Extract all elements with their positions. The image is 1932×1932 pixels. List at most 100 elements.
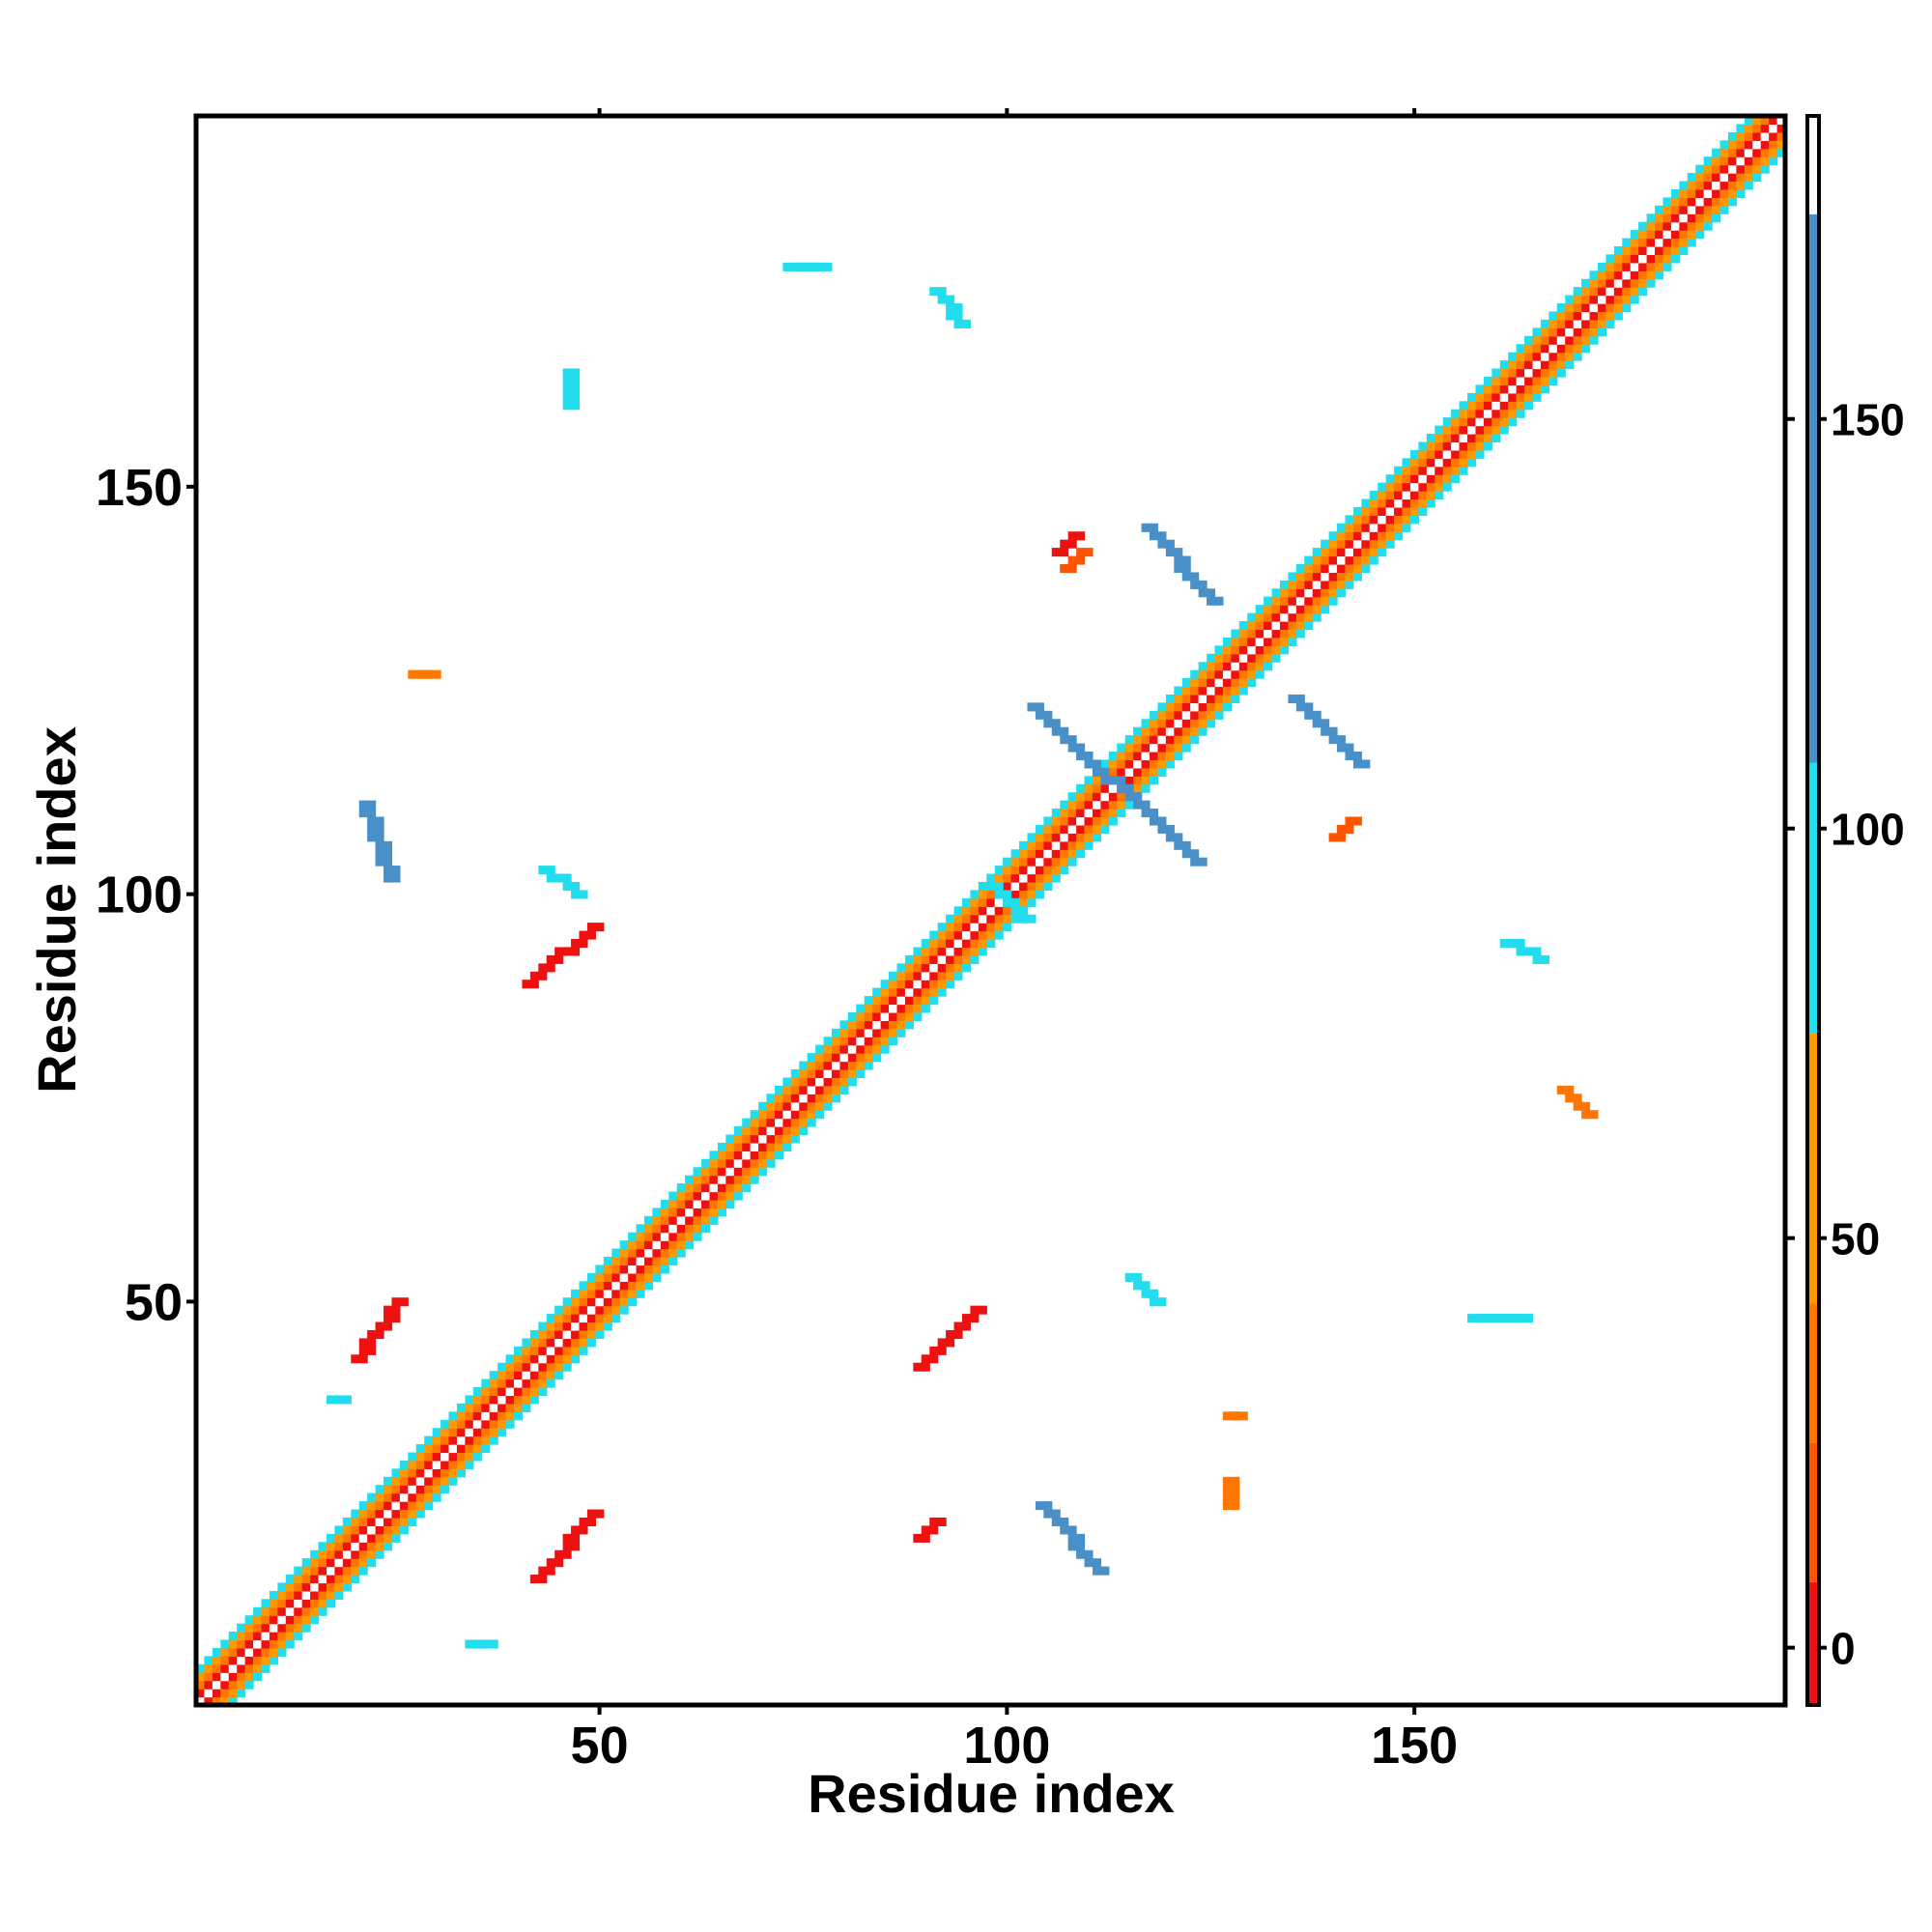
heatmap-cell [351,1533,360,1543]
heatmap-cell [269,1606,278,1616]
heatmap-cell [1084,752,1094,761]
heatmap-cell [358,1549,368,1559]
heatmap-cell [546,1378,555,1388]
heatmap-cell [384,873,393,883]
heatmap-cell [1133,743,1143,753]
heatmap-cell [1712,173,1721,183]
heatmap-cell [1467,392,1477,402]
heatmap-cell [1499,425,1509,435]
heatmap-cell [717,1183,726,1193]
heatmap-cell [904,963,914,973]
heatmap-cell [1508,409,1518,418]
heatmap-cell [1222,702,1232,712]
heatmap-cell [1516,1314,1525,1323]
heatmap-cell [1288,596,1297,606]
heatmap-cell [1288,629,1297,639]
heatmap-cell [750,1158,759,1168]
heatmap-cell [1150,743,1159,753]
heatmap-cell [1019,857,1029,867]
heatmap-cell [1605,303,1615,313]
heatmap-cell [1435,474,1444,484]
heatmap-cell [1442,441,1452,451]
heatmap-cell [1133,800,1143,810]
heatmap-cell [1231,694,1240,703]
heatmap-cell [1532,368,1542,378]
heatmap-cell [1304,710,1314,720]
heatmap-cell [725,1199,735,1209]
heatmap-cell [929,971,939,980]
heatmap-cell [815,1044,825,1054]
heatmap-cell [579,1517,588,1527]
heatmap-cell [432,1460,441,1469]
heatmap-cell [1581,327,1591,337]
heatmap-cell [856,1061,866,1070]
heatmap-cell [571,368,581,378]
heatmap-cell [782,1134,792,1144]
heatmap-cell [758,1118,768,1127]
heatmap-cell [212,1647,221,1657]
heatmap-cell [586,1314,596,1323]
heatmap-cell [1508,392,1518,402]
heatmap-cell [1328,548,1338,557]
heatmap-cell [1508,939,1518,949]
heatmap-cell [1051,866,1061,875]
heatmap-cell [1655,254,1664,264]
heatmap-cell [1655,230,1664,240]
heatmap-cell [326,1575,336,1584]
heatmap-cell [253,1632,263,1641]
heatmap-cell [782,1142,792,1151]
heatmap-cell [660,1257,669,1266]
heatmap-cell [1385,482,1395,492]
heatmap-cell [301,1590,311,1600]
heatmap-cell [709,1158,719,1168]
heatmap-cell [342,1395,352,1405]
heatmap-cell [889,971,898,980]
heatmap-cell [586,1517,596,1527]
heatmap-cell [628,1281,638,1291]
heatmap-cell [269,1639,278,1649]
heatmap-cell [1385,491,1395,500]
heatmap-cell [1670,221,1680,231]
heatmap-cell [668,1232,678,1241]
heatmap-cell [864,1011,873,1021]
heatmap-cell [497,1362,507,1372]
heatmap-cell [1084,816,1094,826]
heatmap-cell [1361,539,1371,549]
heatmap-cell [351,1566,360,1576]
heatmap-cell [782,1110,792,1120]
heatmap-cell [872,1037,882,1046]
heatmap-cell [1703,173,1713,183]
heatmap-cell [946,980,955,989]
heatmap-cell [823,1069,833,1079]
heatmap-cell [1198,580,1208,589]
heatmap-cell [571,1297,581,1307]
heatmap-cell [904,971,914,980]
heatmap-cell [1133,1281,1143,1291]
heatmap-cell [285,1632,295,1641]
heatmap-cell [611,1297,621,1307]
heatmap-cell [1247,653,1257,663]
heatmap-cell [481,1395,491,1405]
heatmap-cell [1492,434,1501,443]
heatmap-cell [424,1476,434,1486]
heatmap-cell [522,1346,531,1355]
heatmap-cell [367,1542,377,1551]
heatmap-cell [440,1460,450,1469]
heatmap-cell [408,1492,417,1502]
heatmap-cell [1067,743,1077,753]
heatmap-cell [1231,1501,1240,1511]
heatmap-cell [652,1272,662,1282]
heatmap-cell [489,1371,498,1380]
heatmap-cell [847,1053,857,1063]
heatmap-cell [889,1004,898,1013]
heatmap-cell [1352,752,1362,761]
heatmap-cell [611,1257,621,1266]
heatmap-cell [342,1517,352,1527]
heatmap-cell [358,800,368,810]
heatmap-cell [562,1314,572,1323]
heatmap-cell [285,1615,295,1625]
heatmap-cell [1565,327,1575,337]
heatmap-cell [538,971,548,980]
heatmap-cell [1345,523,1354,532]
heatmap-cell [1124,759,1134,769]
